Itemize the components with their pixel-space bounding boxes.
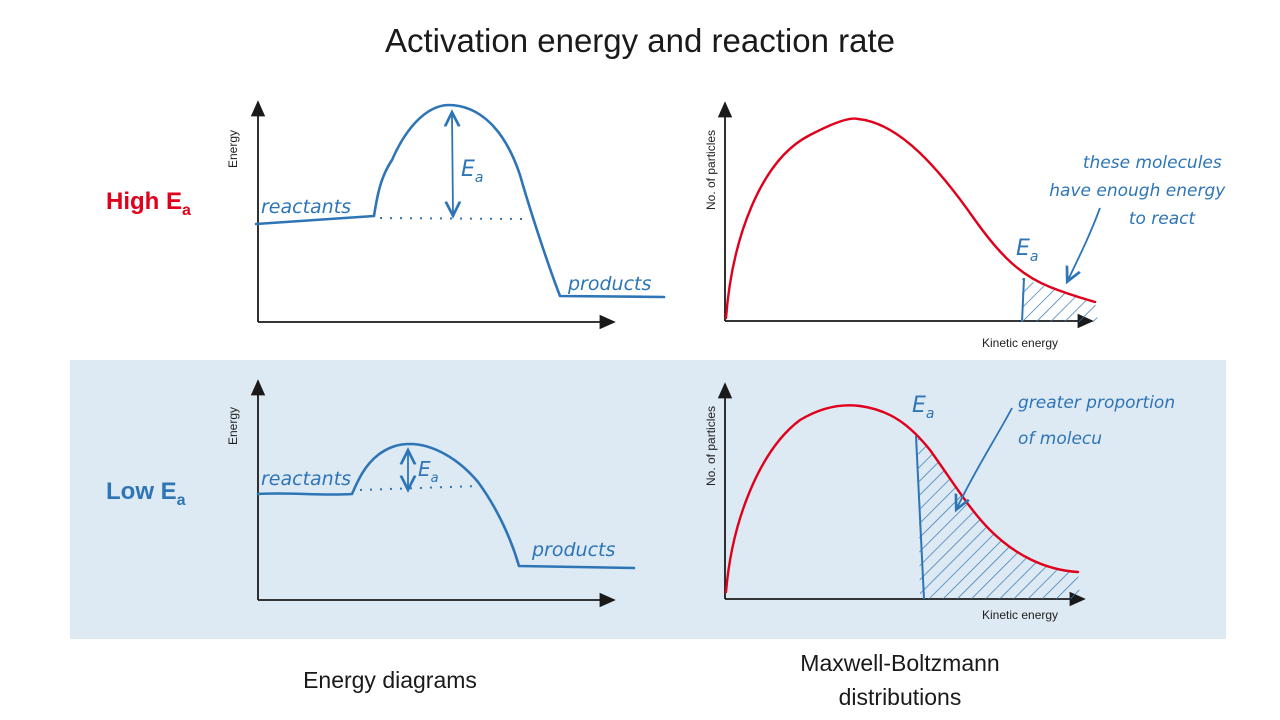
annotation-arrow [957,407,1013,508]
reactants-label: reactants [261,468,351,490]
caption-mb-distributions: Maxwell-Boltzmann distributions [760,646,1040,714]
y-axis-label: Energy [226,407,240,445]
annotation-arrow [1068,207,1101,280]
distribution-curve [724,404,1080,594]
ea-label: Ea [1016,236,1039,265]
ea-arrow [452,114,453,214]
energy-curve [256,442,636,570]
high-energy-diagram: Energy Ea reactants products [226,100,666,330]
ea-label: Ea [418,457,439,486]
x-axis-label: Kinetic energy [982,608,1058,622]
ea-threshold-line [915,435,925,600]
y-axis-label: Energy [226,130,240,168]
caption-line-2: distributions [838,684,962,710]
y-axis-label: No. of particles [704,130,718,210]
reactant-level-dots [379,217,525,220]
high-mb-distribution: No. of particles Kinetic energy Ea these… [704,101,1230,350]
ea-threshold-line [1021,277,1025,323]
caption-energy-diagrams: Energy diagrams [303,667,477,693]
page-title: Activation energy and reaction rate [385,22,895,59]
ea-label: Ea [912,393,935,422]
x-axis-label: Kinetic energy [982,336,1058,350]
high-ea-label: High Ea [106,188,191,219]
products-label: products [567,273,651,295]
hatched-area [918,436,1080,599]
ea-label: Ea [461,157,484,186]
low-ea-label: Low Ea [106,478,186,509]
low-energy-diagram: Energy Ea reactants products [226,379,636,608]
distribution-curve [724,117,1097,320]
annotation-note: these molecules have enough energy to re… [1049,153,1230,229]
low-mb-distribution: No. of particles Kinetic energy Ea great… [704,382,1181,622]
energy-curve [254,103,666,299]
annotation-note: greater proportion of molecu [1018,393,1181,449]
products-label: products [531,539,615,561]
caption-line-1: Maxwell-Boltzmann [800,650,1000,676]
reactants-label: reactants [261,196,351,218]
reactant-level-dots [359,485,479,491]
y-axis-label: No. of particles [704,406,718,486]
